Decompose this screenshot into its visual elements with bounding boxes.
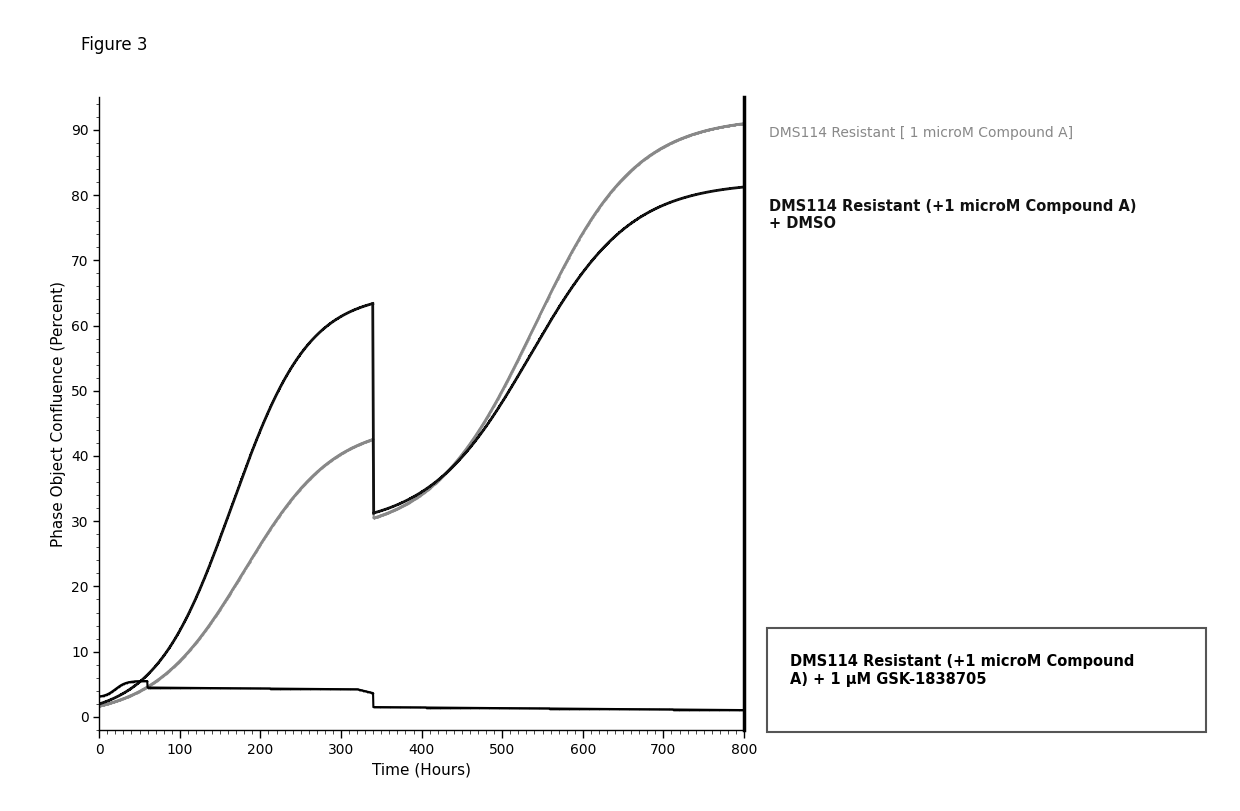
Text: DMS114 Resistant (+1 microM Compound
A) + 1 μM GSK-1838705: DMS114 Resistant (+1 microM Compound A) … [790, 654, 1135, 687]
Text: DMS114 Resistant (+1 microM Compound A)
+ DMSO: DMS114 Resistant (+1 microM Compound A) … [769, 199, 1136, 231]
Y-axis label: Phase Object Confluence (Percent): Phase Object Confluence (Percent) [51, 281, 66, 547]
Text: Figure 3: Figure 3 [81, 36, 148, 54]
Text: DMS114 Resistant [ 1 microM Compound A]: DMS114 Resistant [ 1 microM Compound A] [769, 126, 1073, 139]
FancyBboxPatch shape [768, 628, 1207, 732]
X-axis label: Time (Hours): Time (Hours) [372, 762, 471, 778]
